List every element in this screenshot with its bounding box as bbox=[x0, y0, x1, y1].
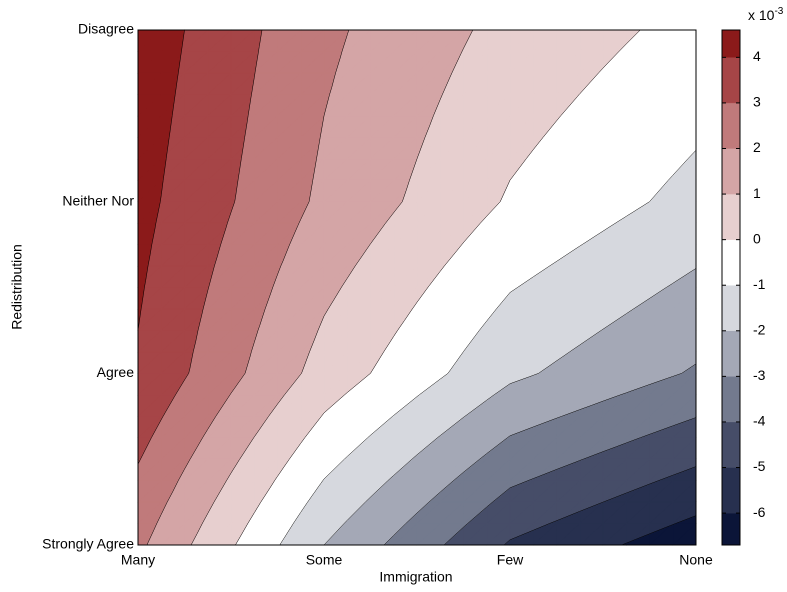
colorbar-base: x 10 bbox=[748, 7, 775, 23]
colorbar-tick-label: 1 bbox=[753, 185, 761, 201]
colorbar-tick-label: 0 bbox=[753, 230, 761, 246]
x-axis-label: Immigration bbox=[379, 569, 452, 585]
colorbar-band bbox=[721, 376, 741, 423]
colorbar-tick-label: -6 bbox=[753, 504, 766, 520]
colorbar-band bbox=[721, 57, 741, 104]
colorbar-band bbox=[721, 102, 741, 149]
colorbar-band bbox=[721, 467, 741, 514]
y-axis-label: Redistribution bbox=[9, 244, 25, 330]
colorbar-tick-label: -3 bbox=[753, 367, 766, 383]
colorbar-tick-label: 4 bbox=[753, 48, 761, 64]
y-tick-label: Agree bbox=[97, 364, 135, 380]
colorbar-exponent: -3 bbox=[774, 6, 783, 17]
x-tick-label: Few bbox=[497, 552, 524, 568]
x-tick-label: None bbox=[679, 552, 713, 568]
y-tick-label: Disagree bbox=[78, 21, 134, 37]
colorbar-band bbox=[721, 421, 741, 468]
colorbar-tick-label: -2 bbox=[753, 321, 766, 337]
contour-line bbox=[235, 29, 641, 546]
contour-band bbox=[234, 29, 697, 546]
x-tick-label: Many bbox=[121, 552, 155, 568]
colorbar-frame bbox=[721, 29, 741, 546]
colorbar-band bbox=[721, 239, 741, 286]
contour-line bbox=[443, 417, 697, 546]
colorbar-band bbox=[721, 29, 741, 58]
x-tick-label: Some bbox=[306, 552, 343, 568]
contour-line bbox=[621, 515, 697, 546]
colorbar-tick-label: 2 bbox=[753, 139, 761, 155]
contour-line bbox=[279, 150, 697, 546]
plot-area bbox=[137, 29, 697, 546]
colorbar-band bbox=[721, 330, 741, 377]
contour-line bbox=[146, 29, 350, 546]
contour-line bbox=[383, 363, 697, 546]
colorbar-tick-label: -5 bbox=[753, 458, 766, 474]
contour-line bbox=[503, 466, 697, 546]
colorbar-band bbox=[721, 512, 741, 546]
colorbar-band bbox=[721, 193, 741, 240]
contour-line bbox=[137, 29, 263, 465]
colorbar-label: x 10-3 bbox=[748, 6, 784, 23]
y-tick-label: Strongly Agree bbox=[42, 536, 134, 552]
y-tick-label: Neither Nor bbox=[62, 192, 134, 208]
colorbar-tick-label: -4 bbox=[753, 413, 766, 429]
colorbar-tick-label: -1 bbox=[753, 276, 766, 292]
colorbar-band bbox=[721, 148, 741, 195]
colorbar-band bbox=[721, 285, 741, 331]
plot-frame bbox=[137, 29, 697, 546]
colorbar-tick-label: 3 bbox=[753, 94, 761, 110]
contour-line bbox=[190, 29, 474, 546]
